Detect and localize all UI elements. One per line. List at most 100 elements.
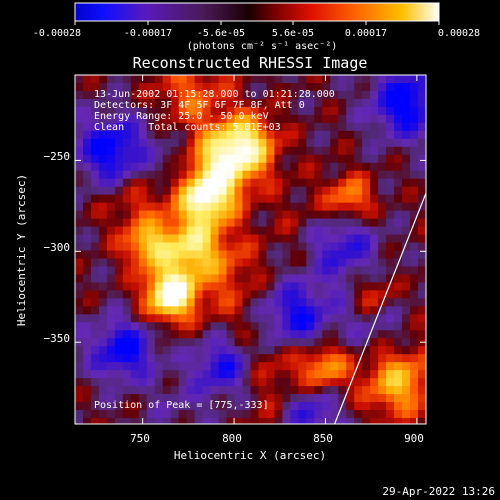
heatmap-cell: [378, 122, 387, 132]
heatmap-cell: [258, 114, 268, 124]
heatmap-cell: [370, 266, 379, 276]
heatmap-cell: [162, 194, 172, 204]
heatmap-cell: [394, 354, 403, 363]
heatmap-cell: [378, 106, 387, 116]
heatmap-cell: [170, 170, 180, 180]
heatmap-cell: [226, 250, 236, 260]
heatmap-cell: [370, 218, 379, 228]
heatmap-cell: [122, 202, 132, 212]
heatmap-cell: [82, 138, 92, 148]
heatmap-cell: [138, 202, 148, 212]
heatmap-cell: [322, 98, 331, 108]
heatmap-cell: [82, 306, 92, 315]
heatmap-cell: [186, 338, 196, 347]
heatmap-cell: [266, 250, 276, 260]
heatmap-cell: [186, 242, 196, 252]
heatmap-cell: [154, 370, 164, 379]
heatmap-cell: [194, 186, 204, 196]
heatmap-cell: [210, 418, 220, 424]
heatmap-cell: [274, 106, 284, 116]
heatmap-cell: [234, 362, 244, 371]
heatmap-cell: [274, 370, 284, 379]
heatmap-cell: [82, 266, 92, 276]
heatmap-cell: [370, 82, 379, 92]
heatmap-cell: [218, 242, 228, 252]
heatmap-cell: [258, 298, 268, 307]
heatmap-cell: [418, 322, 426, 331]
heatmap-cell: [242, 266, 252, 276]
heatmap-cell: [306, 362, 315, 371]
heatmap-cell: [314, 370, 323, 379]
heatmap-cell: [178, 90, 188, 100]
heatmap-cell: [146, 178, 156, 188]
heatmap-cell: [274, 402, 284, 411]
heatmap-cell: [75, 298, 84, 307]
heatmap-cell: [250, 106, 260, 116]
colorbar: [74, 2, 440, 22]
heatmap-cell: [170, 138, 180, 148]
heatmap-cell: [258, 202, 268, 212]
heatmap-cell: [138, 242, 148, 252]
heatmap-cell: [298, 122, 307, 132]
heatmap-cell: [394, 106, 403, 116]
heatmap-cell: [370, 106, 379, 116]
heatmap-cell: [394, 75, 403, 84]
heatmap-cell: [130, 378, 140, 387]
heatmap-cell: [210, 306, 220, 315]
heatmap-cell: [258, 290, 268, 299]
heatmap-cell: [154, 218, 164, 228]
heatmap-cell: [362, 234, 371, 244]
heatmap-cell: [162, 210, 172, 220]
heatmap-cell: [194, 306, 204, 315]
heatmap-cell: [170, 282, 180, 291]
heatmap-cell: [322, 290, 331, 299]
heatmap-cell: [218, 170, 228, 180]
heatmap-cell: [154, 146, 164, 156]
heatmap-cell: [402, 154, 411, 164]
heatmap-cell: [274, 354, 284, 363]
heatmap-cell: [258, 82, 268, 92]
heatmap-cell: [258, 258, 268, 268]
heatmap-cell: [178, 258, 188, 268]
heatmap-cell: [410, 346, 419, 355]
heatmap-cell: [138, 106, 148, 116]
heatmap-cell: [138, 186, 148, 196]
heatmap-cell: [290, 90, 299, 100]
heatmap-cell: [138, 234, 148, 244]
heatmap-cell: [402, 82, 411, 92]
x-tick-label: 900: [404, 432, 424, 445]
heatmap-cell: [394, 250, 403, 260]
heatmap-cell: [154, 114, 164, 124]
heatmap-cell: [250, 418, 260, 424]
heatmap-cell: [130, 186, 140, 196]
heatmap-cell: [194, 146, 204, 156]
heatmap-cell: [282, 330, 291, 339]
heatmap-cell: [186, 75, 196, 84]
heatmap-cell: [122, 370, 132, 379]
heatmap-cell: [122, 178, 132, 188]
heatmap-cell: [194, 250, 204, 260]
heatmap-cell: [106, 75, 116, 84]
heatmap-cell: [402, 138, 411, 148]
heatmap-cell: [138, 338, 148, 347]
heatmap-cell: [378, 314, 387, 323]
heatmap-cell: [194, 314, 204, 323]
heatmap-cell: [162, 386, 172, 395]
heatmap-cell: [370, 194, 379, 204]
heatmap-cell: [218, 330, 228, 339]
heatmap-cell: [242, 282, 252, 291]
heatmap-cell: [330, 162, 339, 172]
heatmap-cell: [162, 122, 172, 132]
heatmap-cell: [330, 298, 339, 307]
heatmap-cell: [75, 394, 84, 403]
heatmap-cell: [282, 314, 291, 323]
heatmap-cell: [298, 178, 307, 188]
heatmap-cell: [274, 250, 284, 260]
heatmap-cell: [330, 394, 339, 403]
heatmap-cell: [394, 314, 403, 323]
heatmap-cell: [282, 378, 291, 387]
heatmap-cell: [218, 98, 228, 108]
heatmap-cell: [202, 274, 212, 284]
heatmap-cell: [370, 130, 379, 140]
heatmap-cell: [258, 226, 268, 236]
